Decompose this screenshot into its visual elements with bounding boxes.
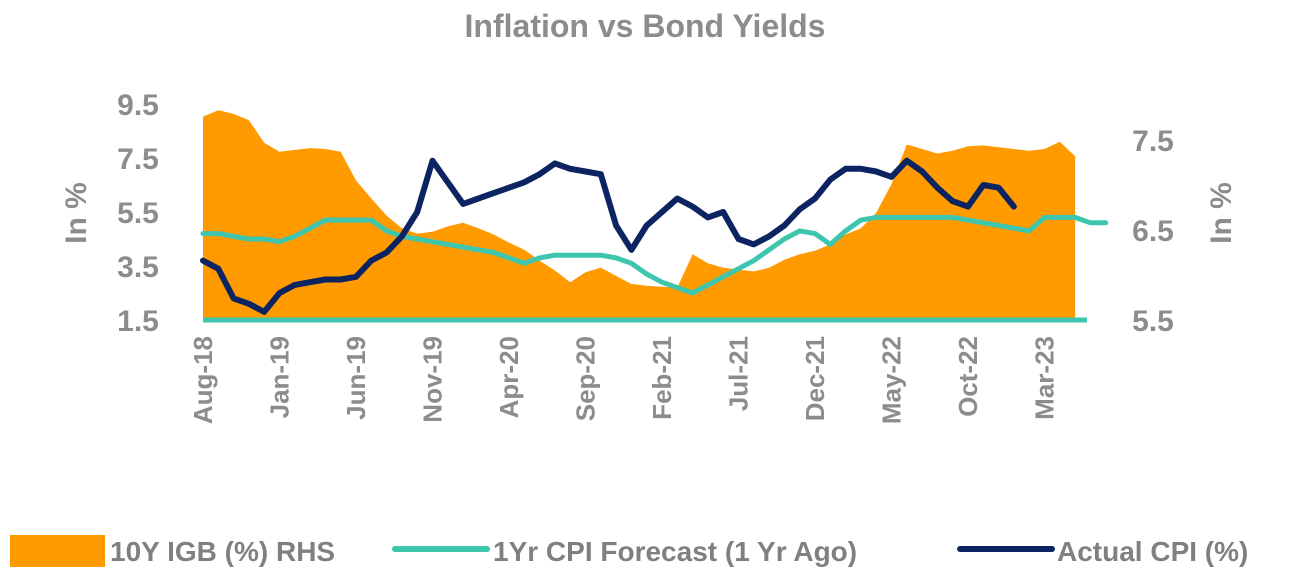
legend: 10Y IGB (%) RHS 1Yr CPI Forecast (1 Yr A… xyxy=(10,535,1248,567)
right-axis: 7.5 6.5 5.5 xyxy=(1132,125,1174,338)
left-tick-label: 5.5 xyxy=(117,197,159,230)
right-axis-label: In % xyxy=(1205,182,1238,244)
right-tick-label: 5.5 xyxy=(1132,305,1174,338)
x-tick-label: Oct-22 xyxy=(953,336,983,417)
x-tick-label: Jul-21 xyxy=(724,336,754,411)
x-tick-label: Sep-20 xyxy=(571,336,601,421)
left-tick-label: 9.5 xyxy=(117,89,159,122)
x-tick-label: Nov-19 xyxy=(418,336,448,423)
left-axis-label: In % xyxy=(60,182,93,244)
x-axis: Aug-18 Jan-19 Jun-19 Nov-19 Apr-20 Sep-20 Feb-… xyxy=(188,336,1060,424)
x-tick-label: Mar-23 xyxy=(1030,336,1060,420)
x-tick-label: May-22 xyxy=(877,336,907,424)
cpi-forecast-line xyxy=(200,214,1109,296)
x-tick-label: Aug-18 xyxy=(188,336,218,424)
igb-area xyxy=(203,110,1076,320)
left-tick-label: 3.5 xyxy=(117,251,159,284)
legend-label-actual: Actual CPI (%) xyxy=(1057,536,1248,567)
left-axis: 9.5 7.5 5.5 3.5 1.5 xyxy=(117,89,159,338)
line-layer xyxy=(200,157,1109,315)
x-tick-label: Dec-21 xyxy=(800,336,830,421)
left-tick-label: 1.5 xyxy=(117,305,159,338)
x-tick-label: Jun-19 xyxy=(341,336,371,420)
chart-title: Inflation vs Bond Yields xyxy=(465,8,826,44)
x-tick-label: Jan-19 xyxy=(265,336,295,418)
legend-label-igb: 10Y IGB (%) RHS xyxy=(110,536,335,567)
right-tick-label: 7.5 xyxy=(1132,125,1174,158)
legend-label-forecast: 1Yr CPI Forecast (1 Yr Ago) xyxy=(493,536,857,567)
actual-cpi-line xyxy=(200,157,1017,315)
x-tick-label: Apr-20 xyxy=(494,336,524,418)
igb-area-layer xyxy=(203,110,1076,320)
left-tick-label: 7.5 xyxy=(117,143,159,176)
legend-swatch-igb xyxy=(10,535,105,567)
right-tick-label: 6.5 xyxy=(1132,215,1174,248)
x-tick-label: Feb-21 xyxy=(647,336,677,420)
